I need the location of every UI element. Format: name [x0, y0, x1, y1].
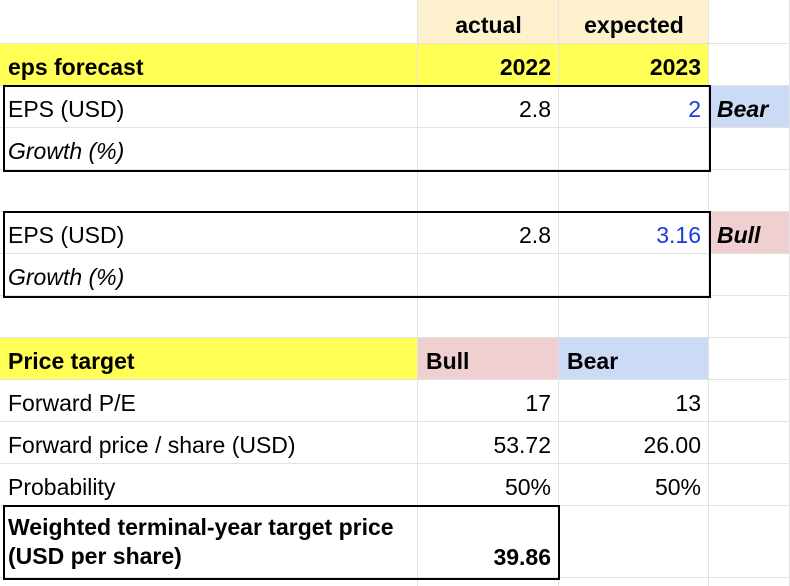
bull-eps-label[interactable]: EPS (USD) — [0, 212, 418, 254]
cell-d12[interactable] — [709, 464, 790, 506]
forward-pe-label[interactable]: Forward P/E — [0, 380, 418, 422]
cell-b8[interactable] — [418, 296, 559, 338]
price-target-bear-header[interactable]: Bear — [559, 338, 709, 380]
cell-a8[interactable] — [0, 296, 418, 338]
bull-growth-actual[interactable] — [418, 254, 559, 296]
cell-d2[interactable] — [709, 44, 790, 86]
cell-b14[interactable] — [418, 578, 559, 586]
bear-growth-label[interactable]: Growth (%) — [0, 128, 418, 170]
bull-eps-actual[interactable]: 2.8 — [418, 212, 559, 254]
bear-eps-expected[interactable]: 2 — [559, 86, 709, 128]
actual-header[interactable]: actual — [418, 0, 559, 44]
expected-header[interactable]: expected — [559, 0, 709, 44]
cell-c14[interactable] — [559, 578, 709, 586]
bear-growth-expected[interactable] — [559, 128, 709, 170]
cell-d7[interactable] — [709, 254, 790, 296]
eps-forecast-title[interactable]: eps forecast — [0, 44, 418, 86]
cell-b5[interactable] — [418, 170, 559, 212]
bull-tag[interactable]: Bull — [709, 212, 790, 254]
cell-d9[interactable] — [709, 338, 790, 380]
bear-tag[interactable]: Bear — [709, 86, 790, 128]
forward-price-bear[interactable]: 26.00 — [559, 422, 709, 464]
cell-d4[interactable] — [709, 128, 790, 170]
cell-c13[interactable] — [559, 506, 709, 578]
year-actual[interactable]: 2022 — [418, 44, 559, 86]
cell-d10[interactable] — [709, 380, 790, 422]
cell-d13[interactable] — [709, 506, 790, 578]
cell-a5[interactable] — [0, 170, 418, 212]
cell-d8[interactable] — [709, 296, 790, 338]
bull-eps-expected[interactable]: 3.16 — [559, 212, 709, 254]
bull-growth-expected[interactable] — [559, 254, 709, 296]
forward-price-label[interactable]: Forward price / share (USD) — [0, 422, 418, 464]
cell-a1[interactable] — [0, 0, 418, 44]
probability-label[interactable]: Probability — [0, 464, 418, 506]
price-target-title[interactable]: Price target — [0, 338, 418, 380]
probability-bear[interactable]: 50% — [559, 464, 709, 506]
price-target-bull-header[interactable]: Bull — [418, 338, 559, 380]
cell-c5[interactable] — [559, 170, 709, 212]
cell-d14[interactable] — [709, 578, 790, 586]
forward-pe-bear[interactable]: 13 — [559, 380, 709, 422]
cell-a14[interactable] — [0, 578, 418, 586]
probability-bull[interactable]: 50% — [418, 464, 559, 506]
cell-d1[interactable] — [709, 0, 790, 44]
bear-eps-actual[interactable]: 2.8 — [418, 86, 559, 128]
cell-d5[interactable] — [709, 170, 790, 212]
weighted-target-label[interactable]: Weighted terminal-year target price (USD… — [0, 506, 418, 578]
bull-growth-label[interactable]: Growth (%) — [0, 254, 418, 296]
cell-d11[interactable] — [709, 422, 790, 464]
bear-eps-label[interactable]: EPS (USD) — [0, 86, 418, 128]
forward-pe-bull[interactable]: 17 — [418, 380, 559, 422]
weighted-target-value[interactable]: 39.86 — [418, 506, 559, 578]
cell-c8[interactable] — [559, 296, 709, 338]
year-expected[interactable]: 2023 — [559, 44, 709, 86]
forward-price-bull[interactable]: 53.72 — [418, 422, 559, 464]
bear-growth-actual[interactable] — [418, 128, 559, 170]
